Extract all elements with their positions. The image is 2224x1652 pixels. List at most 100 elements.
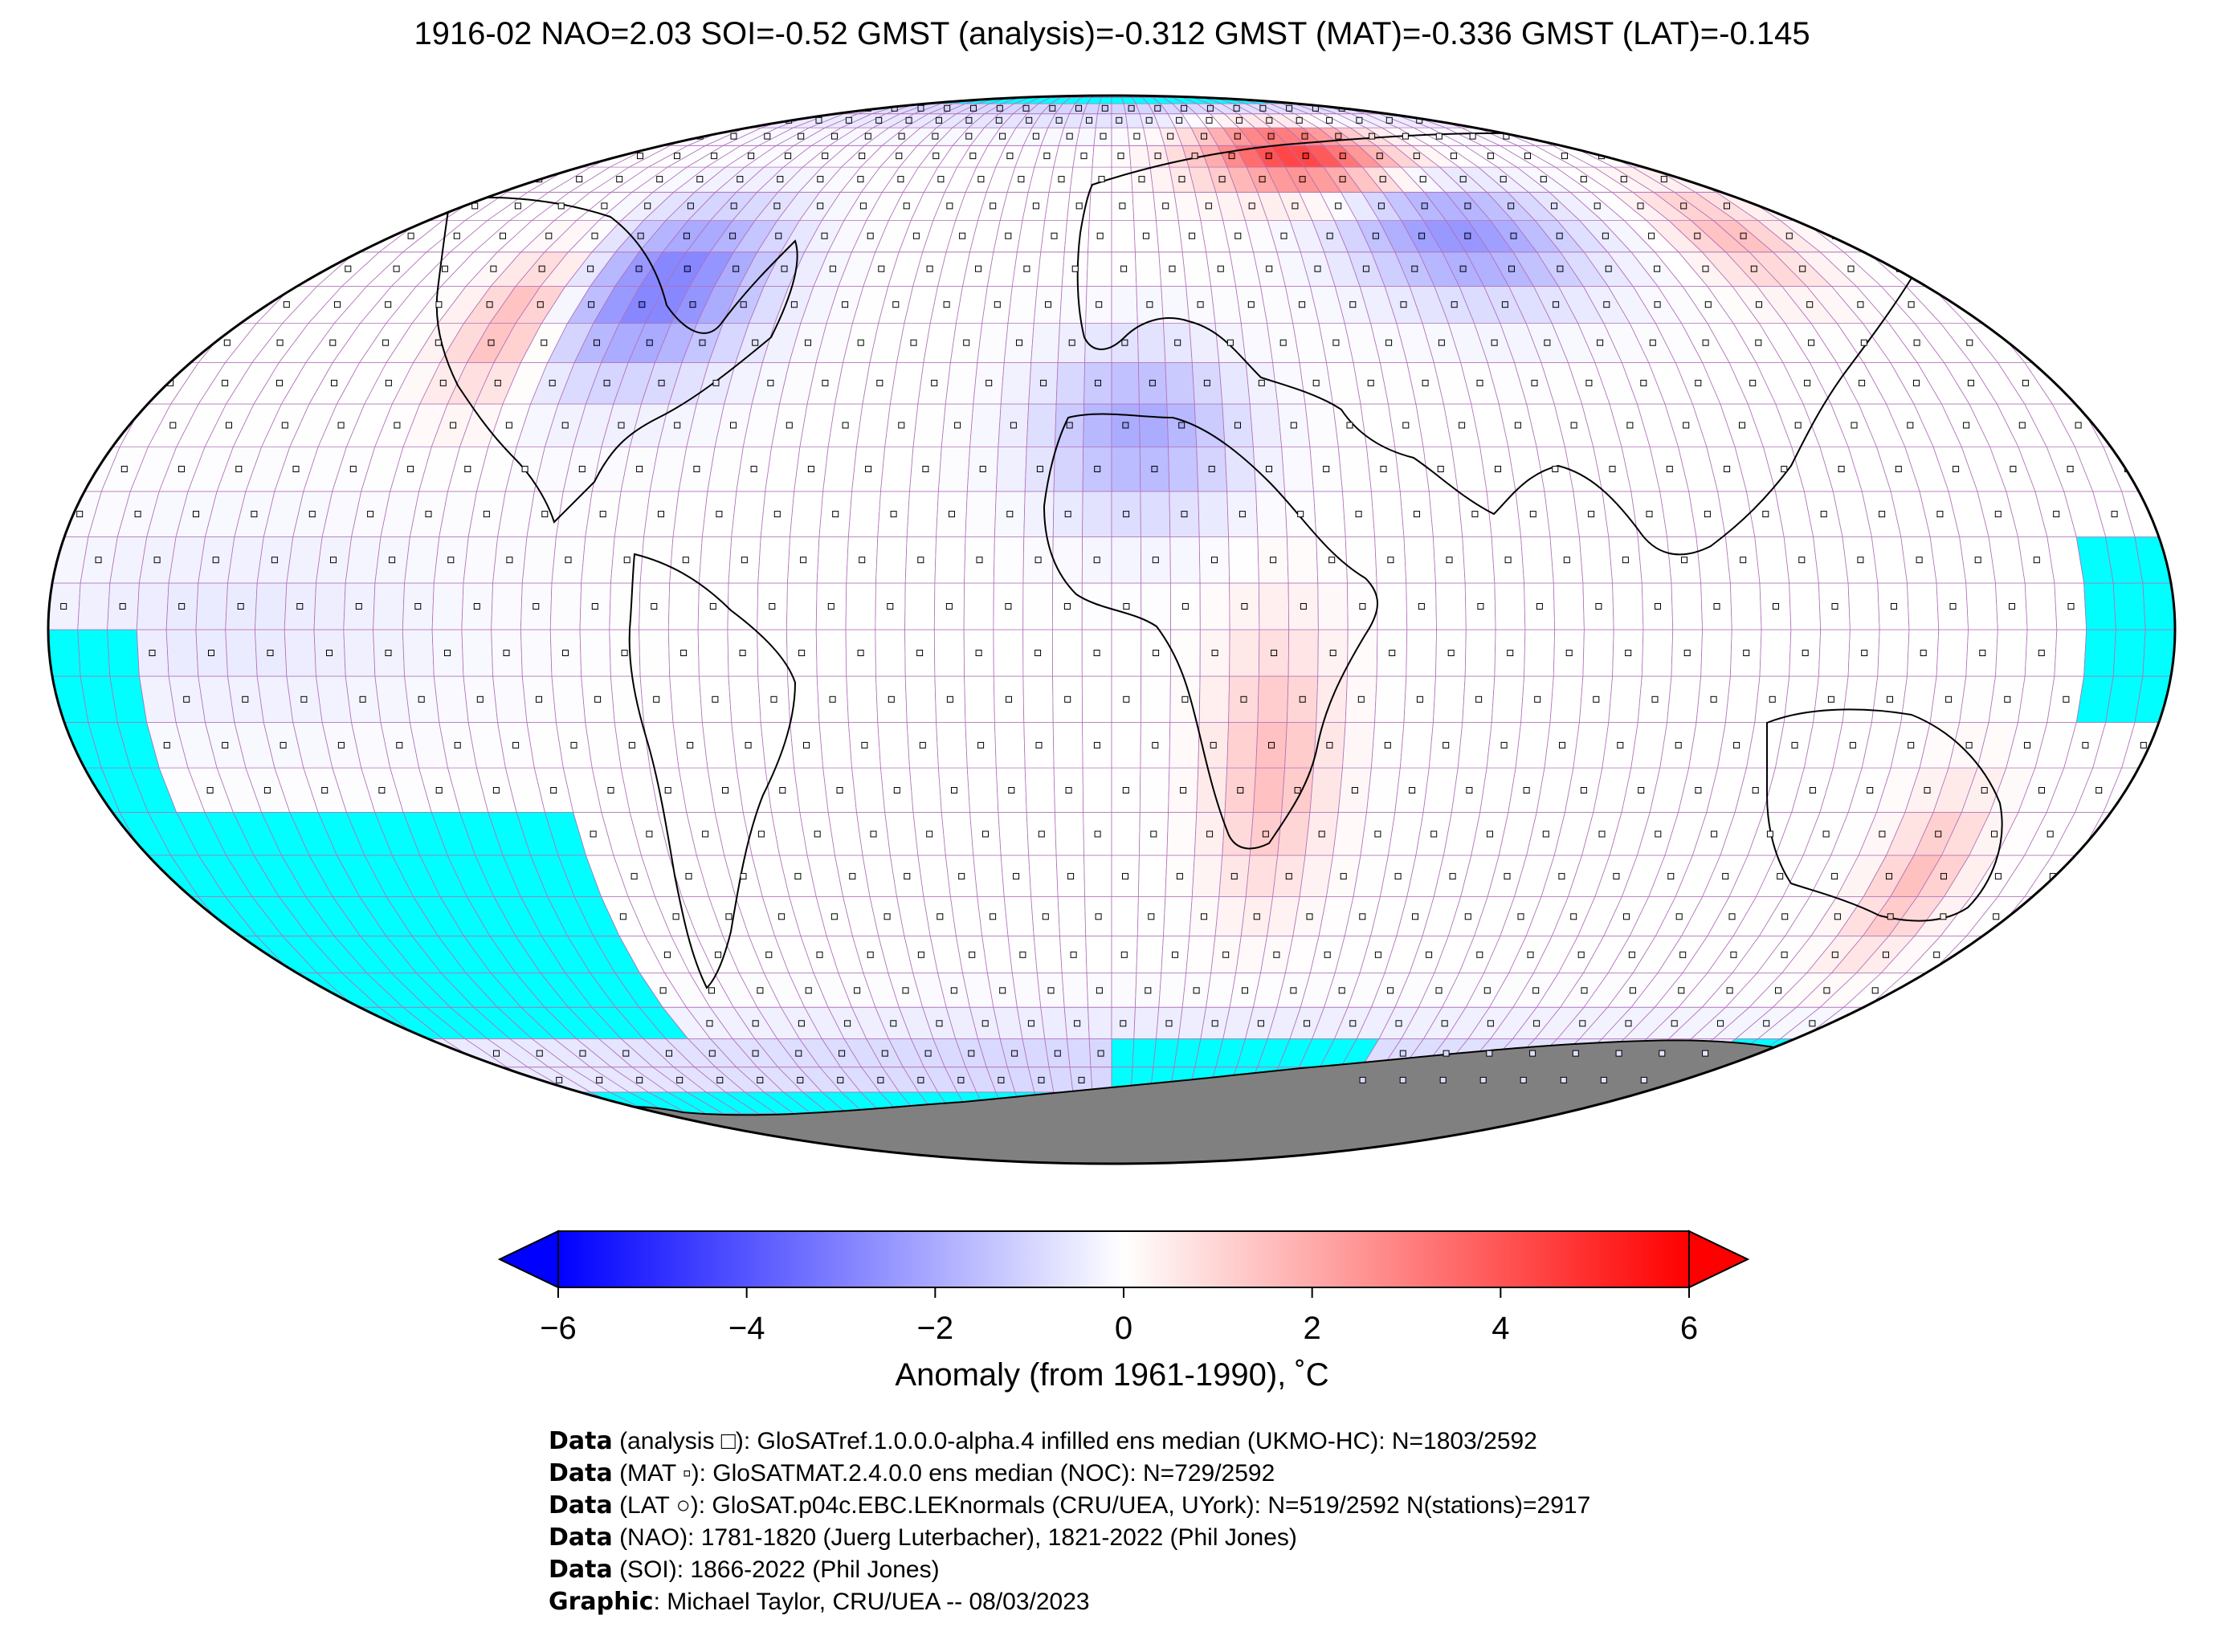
analysis-marker <box>898 133 905 140</box>
grid-cell <box>877 722 910 769</box>
grid-cell <box>610 675 645 723</box>
analysis-marker <box>659 987 667 994</box>
analysis-marker <box>729 232 737 239</box>
grid-cell <box>582 127 651 146</box>
grid-cell <box>875 629 906 677</box>
analysis-marker <box>490 265 497 272</box>
grid-cell <box>564 1113 635 1132</box>
grid-cell <box>1573 127 1642 146</box>
analysis-marker <box>1651 695 1659 703</box>
analysis-marker <box>1469 133 1476 140</box>
analysis-marker <box>893 787 900 793</box>
grid-cell <box>806 1155 866 1162</box>
analysis-marker <box>1416 695 1423 703</box>
analysis-marker <box>1206 830 1214 838</box>
analysis-marker <box>206 951 214 958</box>
analysis-marker <box>590 830 597 838</box>
grid-cell <box>1891 220 1964 253</box>
analysis-marker <box>759 104 766 112</box>
grid-cell <box>382 1067 456 1093</box>
credit-lat: Data (LAT ○): GloSAT.p04c.EBC.LEKnormals… <box>549 1491 1591 1519</box>
analysis-marker <box>1078 1076 1085 1083</box>
analysis-marker <box>1671 133 1678 140</box>
analysis-marker <box>1900 1020 1908 1027</box>
grid-cell <box>512 145 582 168</box>
analysis-marker <box>1740 232 1747 239</box>
grid-cell <box>1515 722 1551 769</box>
grid-cell <box>136 582 169 630</box>
grid-cell <box>968 96 1005 98</box>
grid-cell <box>1226 722 1259 769</box>
grid-cell <box>1549 675 1584 723</box>
analysis-marker <box>839 104 846 112</box>
grid-cell <box>259 1006 333 1039</box>
analysis-marker <box>1064 511 1071 518</box>
analysis-marker <box>538 265 545 272</box>
grid-cell <box>703 1144 770 1156</box>
analysis-marker <box>1907 422 1914 429</box>
grid-cell <box>1317 582 1349 630</box>
analysis-marker <box>1678 987 1685 994</box>
analysis-marker <box>1966 339 1973 346</box>
grid-cell <box>909 767 942 813</box>
grid-cell <box>688 103 758 115</box>
analysis-marker <box>630 133 637 140</box>
analysis-marker <box>752 339 759 346</box>
grid-cell <box>1313 491 1346 537</box>
analysis-marker <box>389 557 396 564</box>
analysis-marker <box>525 153 533 160</box>
analysis-marker <box>1208 466 1215 472</box>
grid-cell <box>1605 113 1685 128</box>
analysis-marker <box>794 873 802 880</box>
analysis-marker <box>599 153 606 160</box>
analysis-marker <box>1040 379 1047 386</box>
analysis-marker <box>355 603 362 610</box>
grid-cell <box>618 103 697 115</box>
grid-cell <box>178 936 243 973</box>
analysis-marker <box>222 741 229 748</box>
grid-cell <box>1325 1161 1389 1164</box>
grid-cell <box>1342 722 1376 769</box>
analysis-marker <box>932 153 940 160</box>
grid-cell <box>1111 722 1141 769</box>
grid-cell <box>241 251 310 287</box>
grid-cell <box>684 1155 764 1162</box>
analysis-marker <box>666 1050 672 1057</box>
analysis-marker <box>946 202 953 210</box>
analysis-marker <box>798 650 806 656</box>
grid-cell <box>742 1161 823 1164</box>
grid-cell <box>1342 96 1410 98</box>
analysis-marker <box>639 301 646 308</box>
analysis-marker <box>1847 265 1855 272</box>
analysis-marker <box>740 301 747 308</box>
analysis-marker <box>1267 133 1275 140</box>
grid-cell <box>165 629 199 677</box>
analysis-marker <box>1449 873 1456 880</box>
analysis-marker <box>1559 741 1565 748</box>
analysis-marker <box>208 650 214 656</box>
analysis-marker <box>76 511 84 518</box>
analysis-marker <box>607 787 614 793</box>
grid-cell <box>731 103 795 115</box>
grid-cell <box>804 96 873 98</box>
analysis-marker <box>807 466 814 472</box>
grid-cell <box>307 220 377 253</box>
analysis-marker <box>235 466 243 472</box>
grid-cell <box>1128 145 1151 168</box>
analysis-marker <box>1598 830 1606 838</box>
grid-cell <box>1526 103 1606 115</box>
credit-soi: Data (SOI): 1866-2022 (Phil Jones) <box>549 1556 940 1584</box>
grid-cell <box>1316 97 1369 104</box>
analysis-marker <box>959 232 966 239</box>
analysis-marker <box>1506 116 1513 124</box>
analysis-marker <box>932 133 939 140</box>
grid-cell <box>968 1161 1005 1164</box>
analysis-marker <box>1005 232 1012 239</box>
analysis-marker <box>805 339 811 346</box>
analysis-marker <box>1580 176 1587 183</box>
analysis-marker <box>870 830 877 838</box>
grid-cell <box>1441 103 1507 115</box>
analysis-marker <box>1638 787 1645 793</box>
grid-cell <box>769 97 835 104</box>
grid-cell <box>1463 1131 1526 1146</box>
